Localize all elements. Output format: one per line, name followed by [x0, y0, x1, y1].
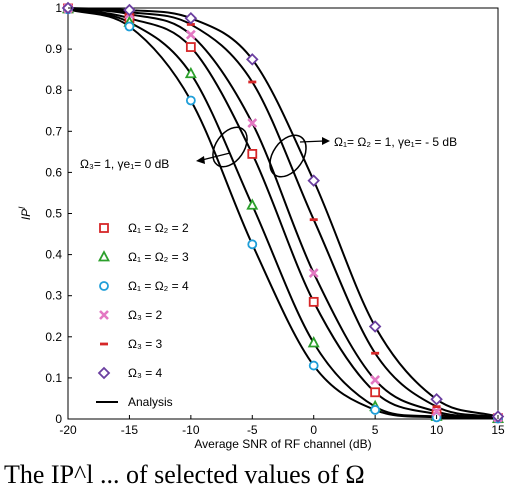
data-point-x	[247, 118, 258, 128]
x-tick-label: -5	[247, 423, 258, 437]
data-point-circle	[308, 360, 319, 371]
x-tick-label: 0	[310, 423, 317, 437]
legend-entry: Ω₁ = Ω₂ = 2	[128, 221, 189, 235]
figure-caption: The IP^l ... of selected values of Ω	[4, 460, 365, 489]
data-point-triangle	[246, 198, 259, 210]
y-tick-label: 0.7	[45, 124, 62, 138]
plot-area	[67, 7, 499, 420]
data-point-diamond	[123, 3, 136, 17]
chart: -20 -15 -10 -5 0 5 10 15 0 0.1 0.2 0.3 0.4 0.5 0.6 0.7 0…	[17, 1, 505, 451]
data-point-circle	[370, 405, 381, 415]
y-tick-label: 0.2	[45, 330, 62, 344]
x-tick-label: 10	[430, 423, 444, 437]
analysis-curve	[67, 8, 499, 420]
legend-marker-triangle	[98, 250, 110, 262]
data-point-diamond	[368, 320, 382, 333]
x-tick-label: -15	[121, 423, 139, 437]
annotation-ellipse-right	[269, 134, 307, 178]
legend-entry: Ω₃ = 2	[128, 308, 163, 322]
x-tick-label: 15	[491, 423, 505, 437]
data-point-circle	[247, 239, 258, 250]
legend-marker-square	[99, 223, 109, 233]
analysis-curve	[67, 7, 499, 419]
legend-marker-circle	[99, 281, 109, 291]
x-axis-label: Average SNR of RF channel (dB)	[194, 437, 371, 451]
analysis-curve	[67, 7, 499, 418]
arrowhead-left	[196, 156, 205, 164]
arrow-left	[201, 152, 231, 161]
y-axis-label: IPl	[17, 206, 33, 220]
data-point-x	[370, 375, 381, 385]
data-point-diamond	[246, 53, 259, 66]
data-point-square	[370, 387, 381, 398]
annotation-right-text: Ω₁= Ω₂ = 1, γe₁= - 5 dB	[334, 135, 457, 149]
arrowhead-right	[322, 137, 330, 145]
y-tick-label: 0.6	[45, 165, 62, 179]
x-tick-label: -20	[59, 423, 77, 437]
legend-entry-analysis: Analysis	[128, 395, 173, 409]
y-tick-label: 1	[55, 1, 62, 15]
y-tick-label: 0.4	[45, 248, 62, 262]
data-point-diamond	[430, 392, 443, 406]
legend-marker-x	[99, 310, 109, 320]
data-point-x	[431, 406, 442, 417]
data-point-diamond	[307, 174, 320, 187]
y-tick-label: 0.8	[45, 83, 62, 97]
analysis-curve	[67, 7, 499, 420]
data-point-diamond	[184, 12, 198, 25]
data-point-square	[308, 296, 319, 307]
legend-entry: Ω₃ = 3	[128, 337, 163, 351]
data-point-circle	[124, 21, 135, 32]
data-point-triangle	[184, 66, 197, 79]
y-tick-label: 0	[55, 412, 62, 426]
x-tick-label: 5	[372, 423, 379, 437]
y-tick-label: 0.1	[45, 371, 62, 385]
legend-entry: Ω₁ = Ω₂ = 4	[128, 279, 189, 293]
legend-marker-diamond	[97, 366, 111, 380]
annotation-left-text: Ω₃= 1, γe₁= 0 dB	[80, 157, 169, 171]
data-point-square	[185, 42, 196, 52]
data-point-triangle	[307, 336, 320, 348]
data-point-x	[185, 29, 196, 40]
legend-entry: Ω₃ = 4	[128, 366, 163, 380]
data-point-x	[308, 268, 319, 279]
y-tick-label: 0.9	[45, 42, 62, 56]
y-tick-label: 0.5	[45, 207, 62, 221]
arrow-right	[299, 140, 325, 143]
annotation-ellipse-left	[212, 126, 248, 168]
data-point-square	[247, 149, 258, 159]
y-tick-label: 0.3	[45, 289, 62, 303]
data-point-circle	[185, 95, 196, 106]
x-tick-label: -10	[182, 423, 200, 437]
legend-entry: Ω₁ = Ω₂ = 3	[128, 250, 189, 264]
analysis-curve	[67, 7, 499, 419]
analysis-curve	[67, 7, 499, 420]
